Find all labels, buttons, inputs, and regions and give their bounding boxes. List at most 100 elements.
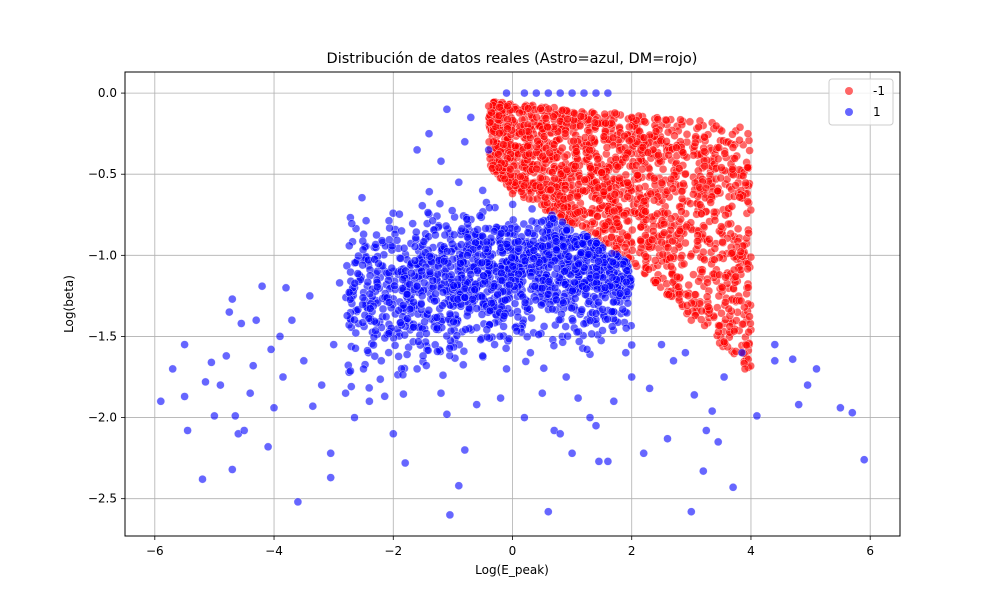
dm-point xyxy=(658,250,668,259)
astro-point xyxy=(342,311,352,320)
astro-point xyxy=(463,233,472,242)
dm-point xyxy=(706,198,715,207)
dm-point xyxy=(633,170,642,180)
astro-point xyxy=(378,304,388,314)
astro-point xyxy=(770,356,780,366)
dm-point xyxy=(710,216,720,225)
astro-point xyxy=(228,294,237,304)
dm-point xyxy=(662,137,671,146)
dm-point xyxy=(485,118,495,127)
astro-point xyxy=(681,348,690,357)
astro-point xyxy=(473,225,482,234)
astro-point xyxy=(180,340,189,349)
astro-point xyxy=(574,259,583,268)
dm-point xyxy=(590,118,600,128)
astro-point xyxy=(385,223,394,233)
astro-point xyxy=(439,256,449,266)
legend: -1 1 xyxy=(828,78,894,126)
astro-point xyxy=(472,304,481,313)
astro-point xyxy=(412,282,422,291)
dm-point xyxy=(503,124,512,133)
astro-point xyxy=(370,351,380,361)
astro-point xyxy=(396,254,405,263)
astro-point xyxy=(621,348,631,357)
astro-point xyxy=(567,88,577,98)
dm-point xyxy=(731,272,741,281)
dm-point xyxy=(714,291,724,301)
dm-point xyxy=(595,196,604,205)
dm-point xyxy=(637,164,647,174)
dm-point xyxy=(679,179,688,189)
dm-point xyxy=(646,189,656,199)
astro-point xyxy=(591,88,601,98)
dm-point xyxy=(495,102,504,112)
astro-point xyxy=(534,330,543,339)
dm-point xyxy=(746,252,756,262)
dm-point xyxy=(729,326,739,336)
dm-point xyxy=(711,121,721,131)
y-tick-label: −2.5 xyxy=(88,492,117,506)
astro-point xyxy=(456,259,465,268)
dm-point xyxy=(621,153,630,163)
astro-point xyxy=(308,401,318,411)
astro-point xyxy=(442,105,452,114)
astro-point xyxy=(836,403,845,413)
astro-point xyxy=(335,278,344,288)
astro-point xyxy=(419,237,429,246)
dm-point xyxy=(703,278,712,287)
astro-point xyxy=(446,326,456,336)
astro-point xyxy=(207,358,216,367)
dm-point xyxy=(700,133,709,142)
dm-point xyxy=(687,315,696,325)
dm-point xyxy=(742,340,752,350)
dm-point xyxy=(736,296,746,306)
dm-point xyxy=(664,290,674,299)
dm-point xyxy=(717,309,726,318)
dm-point xyxy=(705,235,714,244)
astro-point xyxy=(497,268,506,278)
astro-point xyxy=(237,319,246,328)
dm-point xyxy=(550,174,559,183)
astro-point xyxy=(598,305,607,314)
astro-point xyxy=(539,322,549,331)
dm-point xyxy=(543,122,552,132)
astro-point xyxy=(357,193,367,202)
astro-point xyxy=(168,364,177,374)
dm-point xyxy=(515,108,524,118)
dm-point xyxy=(721,210,730,220)
astro-point xyxy=(737,348,747,357)
astro-point xyxy=(278,372,288,382)
astro-point xyxy=(527,313,536,323)
astro-point xyxy=(702,426,711,435)
astro-point xyxy=(377,236,387,245)
astro-point xyxy=(457,240,466,249)
dm-point xyxy=(638,143,648,152)
dm-point xyxy=(682,222,691,232)
astro-point xyxy=(438,301,447,310)
astro-point xyxy=(431,289,440,299)
astro-point xyxy=(363,277,373,287)
astro-point xyxy=(496,393,505,403)
astro-point xyxy=(459,360,468,370)
dm-point xyxy=(575,121,585,131)
dm-point xyxy=(736,247,745,256)
legend-label-astro: 1 xyxy=(873,105,881,119)
astro-point xyxy=(558,338,567,347)
dm-point xyxy=(710,244,720,253)
astro-point xyxy=(568,316,578,325)
dm-point xyxy=(593,154,602,164)
astro-point xyxy=(591,271,601,281)
dm-point xyxy=(666,253,675,263)
dm-point xyxy=(738,319,747,329)
astro-point xyxy=(425,187,434,196)
astro-point xyxy=(582,345,592,354)
dm-point xyxy=(532,113,541,122)
dm-point xyxy=(718,237,727,247)
astro-point xyxy=(669,356,678,366)
dm-point xyxy=(552,153,562,162)
dm-point xyxy=(716,173,725,183)
astro-point xyxy=(228,465,237,474)
astro-point xyxy=(582,284,591,293)
astro-point xyxy=(555,429,565,439)
legend-marker-astro xyxy=(845,108,853,116)
